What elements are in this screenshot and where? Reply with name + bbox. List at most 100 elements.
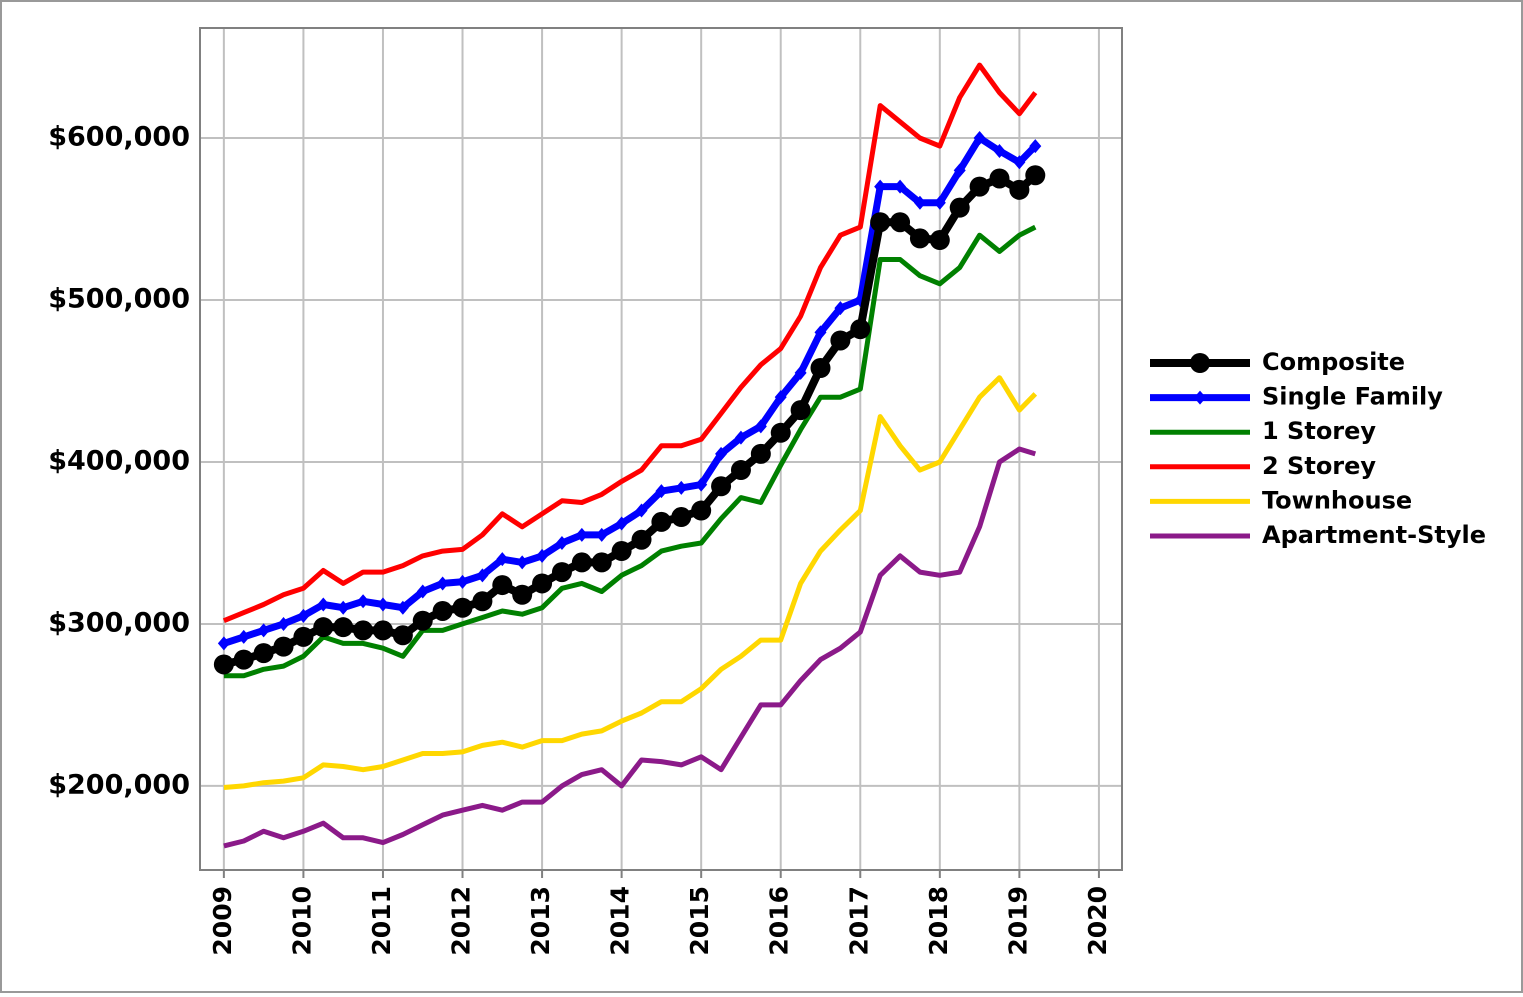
point bbox=[217, 636, 230, 651]
x-tick-label: 2012 bbox=[447, 886, 476, 956]
point bbox=[635, 503, 648, 518]
point bbox=[894, 179, 907, 194]
point bbox=[372, 620, 393, 641]
point bbox=[392, 625, 413, 646]
point bbox=[651, 511, 672, 532]
legend-label: 2 Storey bbox=[1262, 452, 1376, 480]
point bbox=[830, 330, 851, 351]
series-line bbox=[223, 224, 1037, 679]
point bbox=[357, 594, 370, 609]
y-tick-label: $400,000 bbox=[48, 445, 190, 476]
point bbox=[333, 617, 354, 638]
point bbox=[496, 552, 509, 567]
y-tick-label: $300,000 bbox=[48, 607, 190, 638]
legend-label: Townhouse bbox=[1262, 486, 1412, 514]
point bbox=[1013, 155, 1026, 170]
y-tick-label: $600,000 bbox=[48, 121, 190, 152]
point bbox=[253, 643, 274, 664]
y-tick-label: $200,000 bbox=[48, 769, 190, 800]
point bbox=[436, 576, 449, 591]
x-tick-label: 2010 bbox=[287, 886, 316, 956]
point bbox=[754, 419, 767, 434]
point bbox=[551, 562, 572, 583]
point bbox=[989, 168, 1010, 189]
point bbox=[953, 163, 966, 178]
point bbox=[353, 620, 374, 641]
point bbox=[532, 573, 553, 594]
series-line bbox=[223, 446, 1037, 849]
point bbox=[476, 568, 489, 583]
plot-border bbox=[199, 27, 1123, 871]
point bbox=[591, 552, 612, 573]
point bbox=[711, 476, 732, 497]
x-tick-label: 2017 bbox=[844, 886, 873, 956]
point bbox=[297, 608, 310, 623]
point bbox=[233, 649, 254, 670]
point bbox=[257, 623, 270, 638]
point bbox=[615, 516, 628, 531]
point bbox=[631, 529, 652, 550]
point bbox=[396, 600, 409, 615]
point bbox=[929, 230, 950, 251]
point bbox=[416, 584, 429, 599]
point bbox=[1009, 179, 1030, 200]
x-tick-label: 2020 bbox=[1083, 886, 1112, 956]
point bbox=[337, 600, 350, 615]
point bbox=[715, 446, 728, 461]
point bbox=[794, 365, 807, 380]
point bbox=[317, 597, 330, 612]
y-tick-label: $500,000 bbox=[48, 283, 190, 314]
point bbox=[555, 535, 568, 550]
point bbox=[412, 610, 433, 631]
legend-label: Apartment-Style bbox=[1262, 521, 1486, 549]
point bbox=[512, 584, 533, 605]
series-line bbox=[222, 172, 1039, 669]
point bbox=[571, 552, 592, 573]
point bbox=[237, 629, 250, 644]
legend-marker bbox=[1190, 353, 1210, 373]
point bbox=[595, 527, 608, 542]
x-tick-label: 2018 bbox=[924, 886, 953, 956]
point bbox=[655, 484, 668, 499]
legend-marker bbox=[1194, 390, 1206, 405]
point bbox=[730, 460, 751, 481]
point bbox=[770, 422, 791, 443]
legend-label: 1 Storey bbox=[1262, 417, 1376, 445]
point bbox=[949, 197, 970, 218]
point bbox=[790, 400, 811, 421]
legend-label: Composite bbox=[1262, 348, 1405, 376]
series-line bbox=[223, 375, 1038, 790]
point bbox=[675, 480, 688, 495]
x-tick-label: 2019 bbox=[1003, 886, 1032, 956]
point bbox=[611, 541, 632, 562]
point bbox=[913, 195, 926, 210]
x-tick-label: 2009 bbox=[208, 886, 237, 956]
point bbox=[695, 477, 708, 492]
point bbox=[774, 390, 787, 405]
point bbox=[691, 500, 712, 521]
x-tick-label: 2016 bbox=[765, 886, 794, 956]
point bbox=[492, 575, 513, 596]
point bbox=[834, 301, 847, 316]
point bbox=[933, 195, 946, 210]
point bbox=[909, 228, 930, 249]
point bbox=[213, 654, 234, 675]
point bbox=[313, 617, 334, 638]
point bbox=[536, 548, 549, 563]
point bbox=[452, 597, 473, 618]
point bbox=[734, 430, 747, 445]
point bbox=[993, 143, 1006, 158]
point bbox=[293, 626, 314, 647]
point bbox=[277, 616, 290, 631]
point bbox=[456, 574, 469, 589]
point bbox=[870, 212, 891, 233]
point bbox=[575, 527, 588, 542]
point bbox=[874, 179, 887, 194]
series-line bbox=[222, 62, 1038, 624]
x-tick-label: 2015 bbox=[685, 886, 714, 956]
legend-label: Single Family bbox=[1262, 383, 1443, 411]
point bbox=[1029, 139, 1042, 154]
point bbox=[376, 597, 389, 612]
